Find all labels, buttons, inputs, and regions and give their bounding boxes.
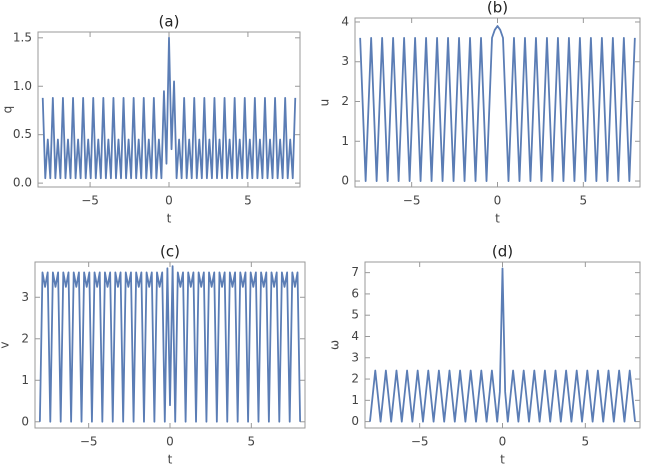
y-tick-label: 1.5 [13, 30, 32, 44]
x-tick-label: 0 [165, 194, 173, 208]
panel-title: (b) [487, 0, 508, 17]
x-axis-label: t [167, 212, 172, 226]
y-tick-label: 2 [341, 94, 349, 108]
y-tick-label: 3 [341, 54, 349, 68]
y-tick-label: 3 [21, 290, 29, 304]
curve [359, 25, 636, 182]
y-tick-label: 2 [21, 331, 29, 345]
x-axis-label: t [495, 212, 500, 226]
y-tick-label: 7 [351, 265, 359, 279]
y-tick-label: 4 [341, 14, 349, 28]
x-tick-label: 5 [248, 435, 256, 449]
y-tick-label: 0.5 [13, 127, 32, 141]
y-tick-label: 0 [341, 174, 349, 188]
x-tick-label: −5 [411, 435, 429, 449]
y-tick-label: 1 [351, 393, 359, 407]
y-tick-label: 1 [21, 373, 29, 387]
y-axis-label: q [1, 106, 15, 114]
x-tick-label: −5 [403, 194, 421, 208]
y-tick-label: 5 [351, 308, 359, 322]
x-tick-label: 5 [244, 194, 252, 208]
y-axis-label: v [0, 341, 12, 348]
x-tick-label: 0 [499, 435, 507, 449]
x-tick-label: −5 [80, 435, 98, 449]
x-tick-label: 0 [494, 194, 502, 208]
curve [41, 36, 297, 180]
x-axis-label: t [168, 453, 173, 467]
x-tick-label: 5 [582, 435, 590, 449]
y-tick-label: 1 [341, 134, 349, 148]
panel-title: (a) [159, 13, 180, 31]
x-tick-label: 5 [580, 194, 588, 208]
y-tick-label: 3 [351, 350, 359, 364]
x-tick-label: 0 [166, 435, 174, 449]
x-tick-label: −5 [81, 194, 99, 208]
y-tick-label: 6 [351, 286, 359, 300]
curve [38, 265, 302, 423]
y-axis-label: ω [328, 340, 342, 350]
panel-title: (d) [492, 243, 513, 261]
y-axis-label: u [318, 99, 332, 107]
y-tick-label: 4 [351, 329, 359, 343]
y-tick-label: 0 [351, 414, 359, 428]
x-axis-label: t [500, 453, 505, 467]
y-tick-label: 0.0 [13, 176, 32, 190]
y-tick-label: 2 [351, 372, 359, 386]
y-tick-label: 1.0 [13, 79, 32, 93]
panel-title: (c) [160, 243, 180, 261]
curve [369, 267, 636, 423]
y-tick-label: 0 [21, 414, 29, 428]
